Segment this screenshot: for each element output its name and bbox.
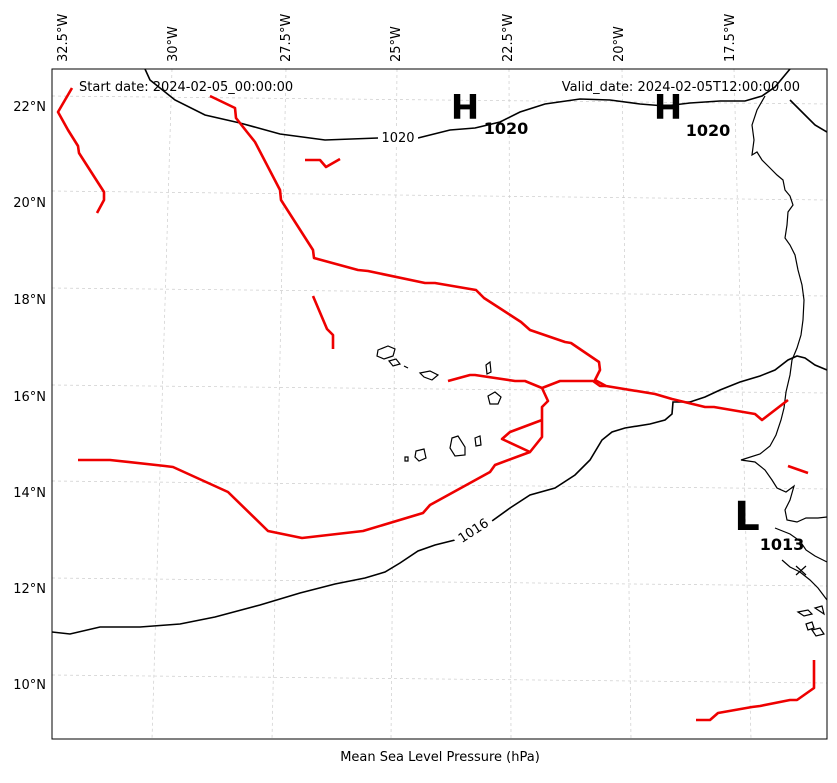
isobar-1020	[144, 69, 791, 141]
isobar-label-group: 1020 1016	[378, 128, 494, 547]
front-line	[305, 157, 341, 169]
africa-coastline	[740, 95, 827, 523]
coastlines	[376, 95, 827, 637]
high-pressure-letter: H	[654, 85, 682, 125]
lat-tick-label: 20°N	[13, 196, 46, 211]
lat-tick-label: 12°N	[13, 582, 46, 597]
front-line	[787, 464, 809, 475]
lon-tick-label: 30°W	[166, 26, 181, 62]
high-pressure-letter: H	[451, 85, 479, 125]
cape-verde-santo-antao	[376, 345, 396, 360]
lon-tick-label: 17.5°W	[723, 14, 738, 62]
cape-verde-fogo	[414, 448, 427, 462]
longitude-ticks: 32.5°W 30°W 27.5°W 25°W 22.5°W 20°W 17.5…	[56, 14, 738, 62]
low-pressure-letter: L	[734, 494, 760, 540]
map-xlabel: Mean Sea Level Pressure (hPa)	[340, 750, 540, 765]
lat-tick-label: 14°N	[13, 486, 46, 501]
front-line	[696, 660, 816, 722]
cape-verde-boa-vista	[487, 391, 502, 405]
front-line	[209, 94, 789, 422]
lat-tick-label: 16°N	[13, 390, 46, 405]
cape-verde-santa-luzia	[403, 365, 409, 369]
start-date: Start date: 2024-02-05_00:00:00	[79, 80, 293, 95]
isobars	[52, 69, 827, 635]
cape-verde-maio	[474, 435, 482, 447]
graticule	[52, 69, 827, 739]
front-line	[56, 87, 106, 214]
lon-tick-label: 22.5°W	[501, 14, 516, 62]
lat-tick-label: 10°N	[13, 678, 46, 693]
high-pressure-value: 1020	[686, 121, 731, 140]
low-pressure-value: 1013	[760, 535, 805, 554]
latitude-ticks: 22°N 20°N 18°N 16°N 14°N 12°N 10°N	[13, 100, 46, 693]
cape-verde-brava	[404, 456, 409, 462]
cape-verde-santiago	[449, 435, 466, 457]
guinea-coastline-2	[781, 559, 827, 601]
lon-tick-label: 27.5°W	[279, 14, 294, 62]
pressure-centers: H 1020 H 1020 L 1013	[451, 85, 805, 554]
cape-verde-sal	[485, 360, 492, 375]
lon-tick-label: 20°W	[612, 26, 627, 62]
cape-verde-sao-nicolau	[418, 370, 440, 381]
cape-verde-sao-vicente	[387, 358, 402, 367]
gambia-river	[795, 565, 807, 576]
fronts	[56, 87, 816, 722]
front-line	[78, 450, 531, 540]
isobar-1016	[52, 355, 827, 635]
front-line	[541, 379, 606, 390]
bissagos-islands	[796, 605, 825, 637]
front-line	[311, 295, 335, 349]
valid-date: Valid_date: 2024-02-05T12:00:00.00	[562, 80, 800, 95]
lon-tick-label: 25°W	[389, 26, 404, 62]
high-pressure-value: 1020	[484, 119, 529, 138]
guinea-coastline	[774, 527, 827, 563]
front-line	[447, 373, 550, 454]
lat-tick-label: 22°N	[13, 100, 46, 115]
isobar-1020-east	[789, 99, 827, 133]
lat-tick-label: 18°N	[13, 293, 46, 308]
isobar-label: 1020	[381, 131, 414, 146]
map-frame	[51, 68, 828, 740]
lon-tick-label: 32.5°W	[56, 14, 71, 62]
